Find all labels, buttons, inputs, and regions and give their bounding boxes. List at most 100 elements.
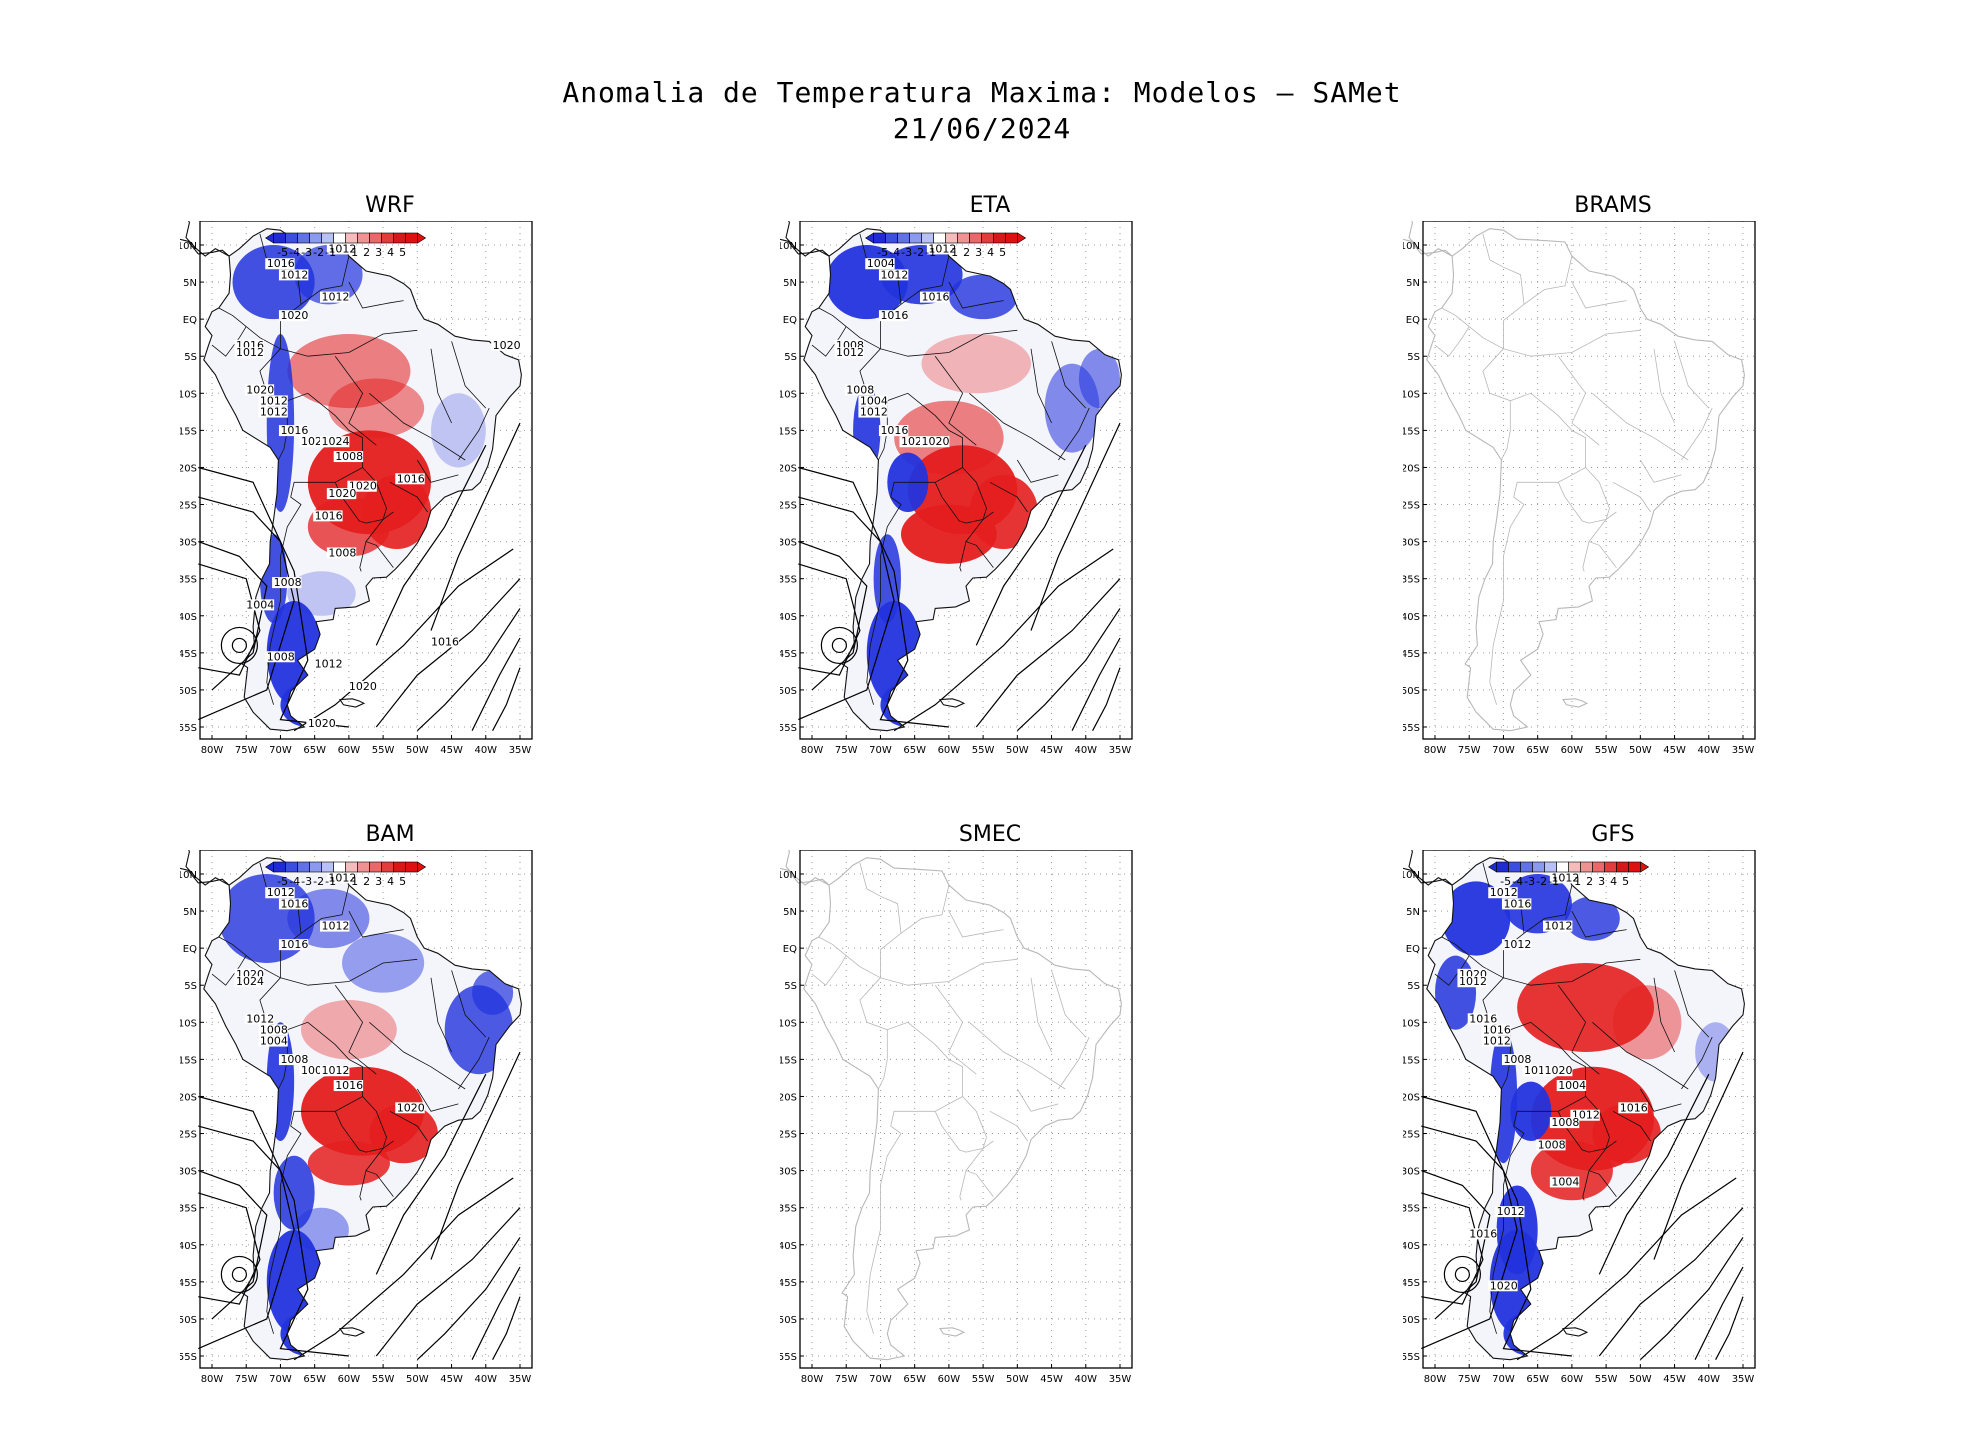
lat-tick-label: 25S	[1403, 501, 1420, 512]
borders	[811, 862, 1090, 1334]
lon-tick-label: 65W	[1526, 1374, 1549, 1385]
lon-tick-label: 45W	[1040, 745, 1063, 756]
colorbar-cell	[321, 232, 334, 244]
lon-tick-label: 35W	[509, 745, 532, 756]
isobar-label-bg	[265, 887, 295, 899]
isobar-label: 1016	[335, 1079, 363, 1092]
lon-tick-label: 80W	[201, 745, 224, 756]
anomaly-patch	[328, 378, 425, 438]
colorbar-cell	[369, 232, 382, 244]
lat-tick-label: 5S	[1407, 352, 1420, 363]
colorbar-label: -1	[1548, 875, 1559, 888]
colorbar-cell	[993, 232, 1006, 244]
isobar-label-bg	[1457, 976, 1487, 988]
isobar-label-bg	[899, 436, 929, 448]
isobar-label: 1020	[280, 309, 308, 322]
colorbar-cell	[969, 232, 982, 244]
isobar-label: 1008	[328, 546, 356, 559]
colorbar-cell	[285, 232, 298, 244]
isobar-label: 1012	[280, 268, 308, 281]
lat-tick-label: 20S	[180, 463, 197, 474]
isobar-line	[492, 1296, 521, 1360]
colorbar-cell	[933, 232, 946, 244]
isobar-line	[1421, 1170, 1491, 1320]
low-ring	[220, 626, 258, 665]
isobar-label: 1008	[1503, 1053, 1531, 1066]
low-center	[231, 637, 247, 654]
colorbar-label: 3	[1598, 875, 1605, 888]
anomaly-patch	[880, 245, 963, 305]
colorbar-label: 4	[387, 246, 394, 259]
colorbar-cell	[885, 232, 898, 244]
isobar-label-bg	[395, 473, 425, 485]
isobar-label-bg	[1481, 1035, 1511, 1047]
colorbar-cell	[1604, 861, 1617, 873]
map-frame	[799, 221, 1133, 740]
colorbar-label: 2	[963, 246, 970, 259]
isobar-label-bg	[333, 1080, 364, 1092]
anomaly-patch	[1612, 985, 1682, 1060]
map-gfs: 1012101210161012101210201012101610161012…	[1403, 850, 1756, 1385]
coastline	[203, 228, 522, 732]
coastline	[803, 228, 1122, 732]
isobar-label: 1020	[308, 717, 336, 730]
lat-tick-label: 15S	[180, 1055, 197, 1066]
isobar-label-bg	[258, 1035, 288, 1047]
isobar-label-bg	[320, 1065, 350, 1077]
colorbar-cell	[285, 861, 298, 873]
colorbar-label: 4	[1610, 875, 1617, 888]
colorbar-cell	[981, 232, 994, 244]
colorbar-cell	[381, 232, 394, 244]
colorbar-label: 2	[1586, 875, 1593, 888]
lat-tick-label: 30S	[180, 1167, 197, 1178]
lon-tick-label: 50W	[406, 1374, 429, 1385]
lat-tick-label: EQ	[1406, 315, 1420, 326]
map-smec: 10N 5N EQ 5S 10S 15S 20S 25S 30S 35S 40S 45S 50S 55S 8…	[780, 850, 1133, 1385]
isobar-label: 1012	[1483, 1035, 1511, 1048]
isobar-label: 1020	[1545, 1064, 1573, 1077]
isobar-line	[1421, 1095, 1572, 1357]
isobar-label-bg	[429, 636, 459, 648]
isobar-label: 1012	[1551, 871, 1579, 884]
lon-tick-label: 40W	[1074, 1374, 1097, 1385]
isobar-label-bg	[326, 547, 357, 559]
anomaly-patch	[1517, 962, 1655, 1052]
panel-title: ETA	[969, 193, 1011, 218]
lat-tick-label: 40S	[1403, 1241, 1420, 1252]
isobar-label: 1024	[322, 435, 350, 448]
lon-tick-label: 80W	[1424, 1374, 1447, 1385]
lon-tick-label: 65W	[303, 1374, 326, 1385]
isobar-label-bg	[878, 310, 909, 322]
lat-tick-label: 40S	[780, 1241, 797, 1252]
tick-labels: 10N 5N EQ 5S 10S 15S 20S 25S 30S 35S 40S 45S 50S 55S 8…	[180, 870, 531, 1385]
colorbar-label: -4	[1512, 875, 1523, 888]
low-ring	[220, 1255, 258, 1294]
colorbar-label: 4	[387, 875, 394, 888]
isobar-line	[198, 1095, 349, 1357]
isobar-label: 1012	[322, 920, 350, 933]
colorbar-cell	[1496, 861, 1509, 873]
lat-tick-label: 30S	[1403, 1167, 1420, 1178]
isobar-label: 1016	[880, 424, 908, 437]
colorbar-label: 2	[363, 875, 370, 888]
lon-tick-label: 50W	[406, 745, 429, 756]
isobar-label: 1016	[280, 897, 308, 910]
isobar-label-bg	[1488, 887, 1518, 899]
isobar-label: 1024	[236, 975, 264, 988]
colorbar-label: 2	[363, 246, 370, 259]
tick-labels: 10N 5N EQ 5S 10S 15S 20S 25S 30S 35S 40S 45S 50S 55S 8…	[1403, 870, 1754, 1385]
lat-tick-label: 20S	[1403, 1092, 1420, 1103]
anomaly-patch	[1592, 1103, 1661, 1164]
lat-tick-label: 40S	[1403, 612, 1420, 623]
lon-tick-label: 60W	[938, 1374, 961, 1385]
isobar-label-bg	[278, 1054, 309, 1066]
lon-tick-label: 55W	[972, 745, 995, 756]
colorbar-label: 5	[399, 875, 406, 888]
isobar-labels: 1012101210161012101210201012101610161012…	[1457, 871, 1648, 1292]
lat-tick-label: 50S	[180, 1315, 197, 1326]
isobar-label-bg	[1556, 1080, 1587, 1092]
lon-tick-label: 75W	[1458, 745, 1481, 756]
isobar-label-bg	[347, 680, 377, 692]
lat-tick-label: 30S	[780, 538, 797, 549]
isobar-label: 1012	[1497, 1205, 1525, 1218]
